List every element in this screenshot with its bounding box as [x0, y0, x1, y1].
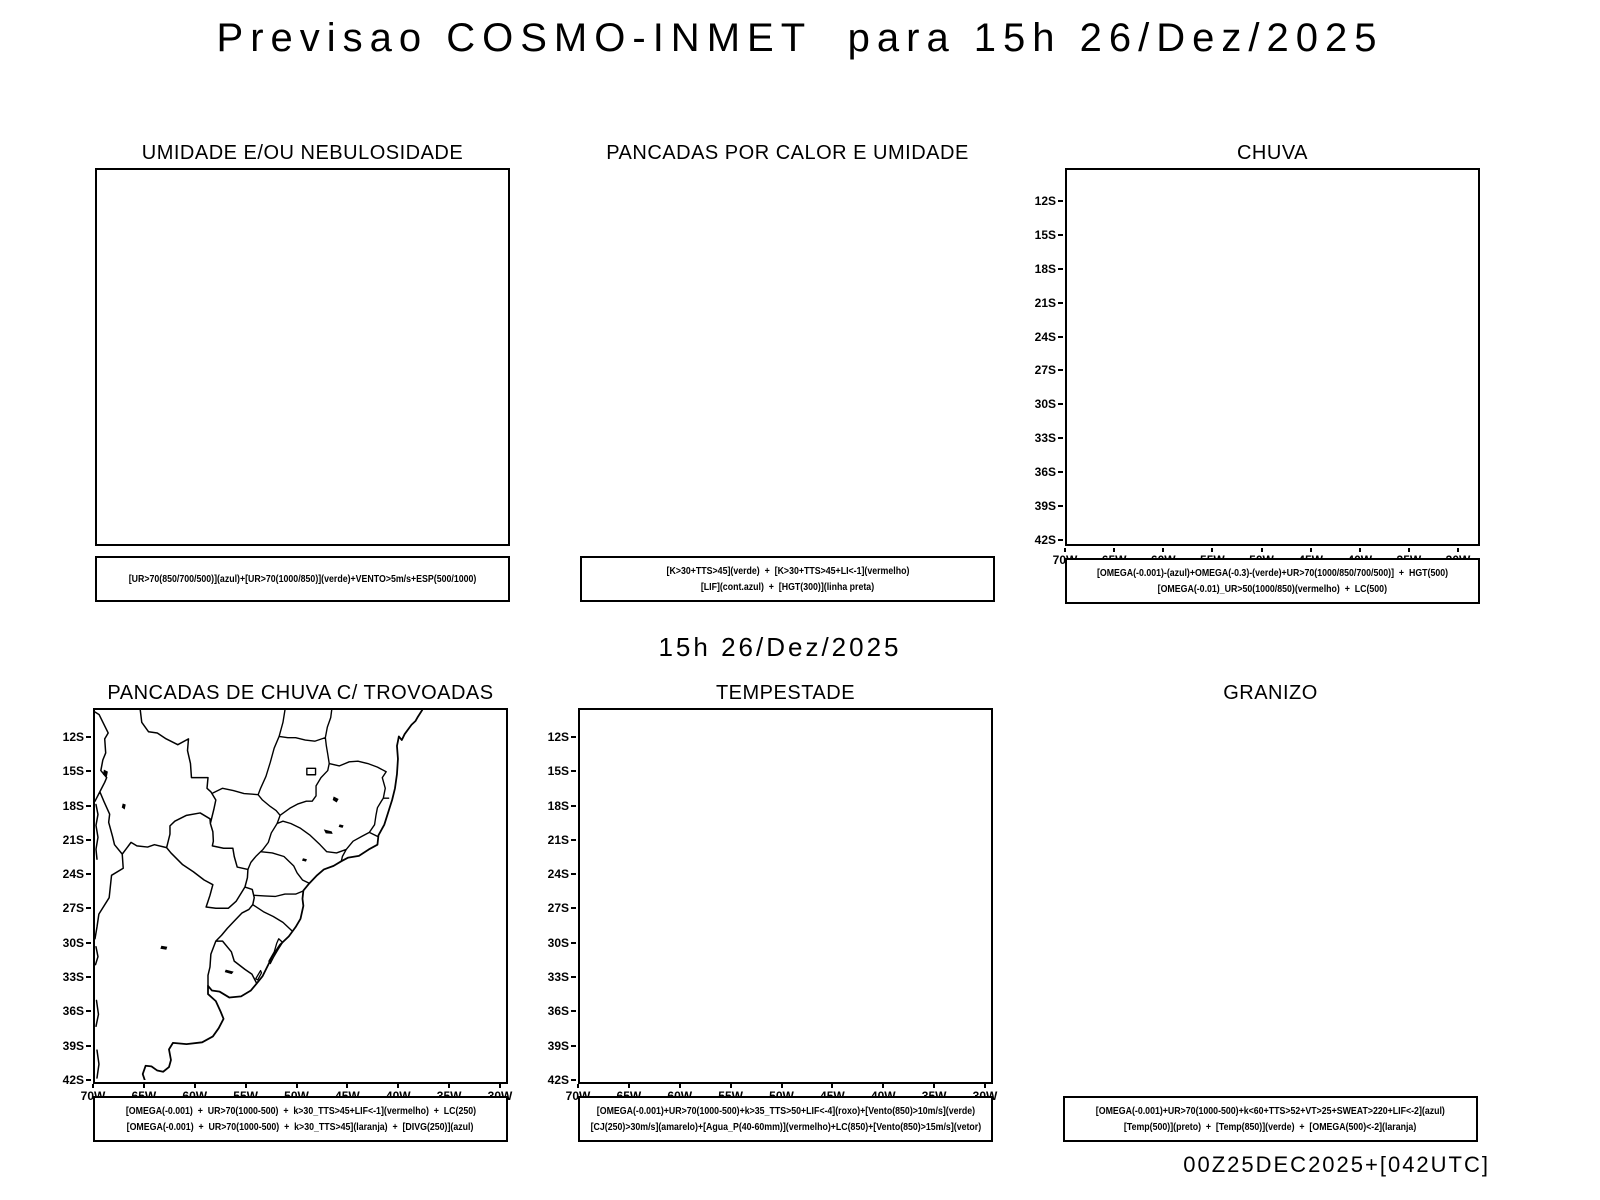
panel-title-umidade: UMIDADE E/OU NEBULOSIDADE — [141, 142, 464, 164]
lat-tick-label: 33S — [63, 970, 91, 984]
state-borders-path — [212, 710, 390, 932]
lagoons-path — [255, 938, 284, 981]
figure-title: Previsao COSMO-INMET para 15h 26/Dez/202… — [216, 16, 1384, 60]
lat-tick-label: 15S — [548, 764, 576, 778]
lakes-path — [102, 769, 344, 975]
legend-text-line: [OMEGA(-0.001) + UR>70(1000-500) + k>30_… — [127, 1121, 474, 1133]
legend-pancadas-calor: [K>30+TTS>45](verde) + [K>30+TTS>45+LI<-… — [580, 556, 995, 602]
lat-tick-label: 21S — [1035, 296, 1063, 310]
panel-title-pancadas-trovoadas: PANCADAS DE CHUVA C/ TROVOADAS — [107, 682, 494, 704]
lat-tick-label: 39S — [63, 1039, 91, 1053]
country-borders-path — [95, 710, 258, 1079]
legend-text-line: [OMEGA(-0.001)+UR>70(1000-500)+k<60+TTS>… — [1095, 1105, 1446, 1117]
pancadas-trovoadas-lat-axis: 12S 15S 18S 21S 24S 27S 30S 33S 36S 39S 42S — [47, 730, 91, 1087]
legend-text-line: [LIF](cont.azul) + [HGT(300)](linha pret… — [700, 581, 875, 593]
lat-tick-label: 39S — [1035, 499, 1063, 513]
lat-tick-label: 15S — [1035, 228, 1063, 242]
legend-pancadas-trovoadas: [OMEGA(-0.001) + UR>70(1000-500) + k>30_… — [93, 1096, 508, 1142]
legend-text-line: [OMEGA(-0.001)+UR>70(1000-500)+k>35_TTS>… — [596, 1105, 975, 1117]
lat-tick-label: 30S — [548, 936, 576, 950]
lat-tick-label: 30S — [63, 936, 91, 950]
legend-chuva: [OMEGA(-0.001)-(azul)+OMEGA(-0.3)-(verde… — [1065, 558, 1480, 604]
legend-granizo: [OMEGA(-0.001)+UR>70(1000-500)+k<60+TTS>… — [1063, 1096, 1478, 1142]
lat-tick-label: 24S — [1035, 330, 1063, 344]
umidade-plot-frame — [95, 168, 510, 546]
lat-tick-label: 24S — [548, 867, 576, 881]
lat-tick-label: 27S — [1035, 363, 1063, 377]
legend-text-line: [UR>70(850/700/500)](azul)+[UR>70(1000/8… — [128, 573, 477, 585]
panel-title-chuva: CHUVA — [1236, 142, 1309, 164]
legend-text-line: [CJ(250)>30m/s](amarelo)+[Agua_P(40-60mm… — [590, 1121, 981, 1133]
lat-tick-label: 18S — [63, 799, 91, 813]
legend-tempestade: [OMEGA(-0.001)+UR>70(1000-500)+k>35_TTS>… — [578, 1096, 993, 1142]
lat-tick-label: 42S — [1035, 533, 1063, 547]
lat-tick-label: 18S — [548, 799, 576, 813]
legend-text-line: [K>30+TTS>45](verde) + [K>30+TTS>45+LI<-… — [666, 565, 909, 577]
legend-umidade: [UR>70(850/700/500)](azul)+[UR>70(1000/8… — [95, 556, 510, 602]
chuva-lat-axis: 12S 15S 18S 21S 24S 27S 30S 33S 36S 39S 42S — [1019, 194, 1063, 547]
legend-text-line: [OMEGA(-0.001) + UR>70(1000-500) + k>30_… — [125, 1105, 476, 1117]
lat-tick-label: 27S — [63, 901, 91, 915]
tempestade-plot-frame — [578, 708, 993, 1084]
lat-tick-label: 27S — [548, 901, 576, 915]
lat-tick-label: 39S — [548, 1039, 576, 1053]
valid-time-label: 15h 26/Dez/2025 — [658, 632, 902, 662]
panel-title-granizo: GRANIZO — [1223, 682, 1318, 704]
lat-tick-label: 18S — [1035, 262, 1063, 276]
lat-tick-label: 33S — [1035, 431, 1063, 445]
lat-tick-label: 21S — [548, 833, 576, 847]
lat-tick-label: 33S — [548, 970, 576, 984]
lat-tick-label: 15S — [63, 764, 91, 778]
panel-title-pancadas-calor: PANCADAS POR CALOR E UMIDADE — [606, 142, 969, 164]
south-america-base-map — [95, 710, 424, 1080]
lat-tick-label: 12S — [548, 730, 576, 744]
lat-tick-label: 36S — [548, 1004, 576, 1018]
panel-title-tempestade: TEMPESTADE — [715, 682, 856, 704]
legend-text-line: [OMEGA(-0.01)_UR>50(1000/850)(vermelho) … — [1157, 583, 1388, 595]
tempestade-lat-axis: 12S 15S 18S 21S 24S 27S 30S 33S 36S 39S 42S — [532, 730, 576, 1087]
chuva-plot-frame — [1065, 168, 1480, 546]
pancadas-trovoadas-plot-frame — [93, 708, 508, 1084]
lat-tick-label: 12S — [63, 730, 91, 744]
legend-text-line: [OMEGA(-0.001)-(azul)+OMEGA(-0.3)-(verde… — [1096, 567, 1449, 579]
lat-tick-label: 36S — [1035, 465, 1063, 479]
model-run-label: 00Z25DEC2025+[042UTC] — [1183, 1152, 1490, 1177]
lat-tick-label: 36S — [63, 1004, 91, 1018]
lat-tick-label: 30S — [1035, 397, 1063, 411]
legend-text-line: [Temp(500)](preto) + [Temp(850)](verde) … — [1124, 1121, 1417, 1133]
lat-tick-label: 21S — [63, 833, 91, 847]
lat-tick-label: 24S — [63, 867, 91, 881]
lat-tick-label: 12S — [1035, 194, 1063, 208]
